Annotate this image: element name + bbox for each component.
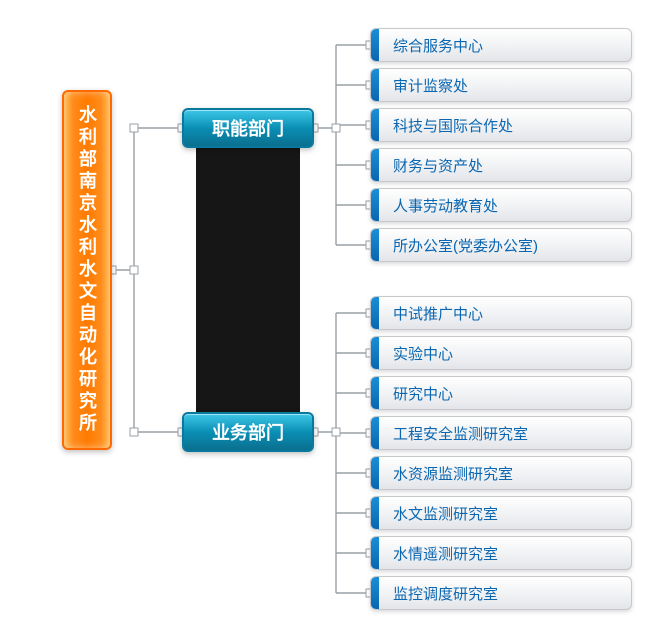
leaf-label: 人事劳动教育处 — [379, 195, 498, 216]
leaf-accent — [371, 497, 379, 529]
leaf-label: 监控调度研究室 — [379, 583, 498, 604]
leaf-accent — [371, 377, 379, 409]
category-business: 业务部门 — [182, 412, 314, 452]
root-node: 水利部南京水利水文自动化研究所 — [62, 90, 112, 450]
category-functional: 职能部门 — [182, 108, 314, 148]
category-label: 职能部门 — [212, 115, 284, 141]
leaf-label: 水资源监测研究室 — [379, 463, 513, 484]
leaf-label: 工程安全监测研究室 — [379, 423, 528, 444]
leaf-node: 实验中心 — [370, 336, 632, 370]
leaf-accent — [371, 417, 379, 449]
leaf-node: 水情遥测研究室 — [370, 536, 632, 570]
leaf-node: 人事劳动教育处 — [370, 188, 632, 222]
leaf-label: 所办公室(党委办公室) — [379, 235, 538, 256]
leaf-label: 水情遥测研究室 — [379, 543, 498, 564]
leaf-node: 工程安全监测研究室 — [370, 416, 632, 450]
leaf-accent — [371, 337, 379, 369]
leaf-node: 水文监测研究室 — [370, 496, 632, 530]
leaf-node: 监控调度研究室 — [370, 576, 632, 610]
leaf-accent — [371, 109, 379, 141]
dark-bar — [196, 146, 300, 414]
leaf-label: 实验中心 — [379, 343, 453, 364]
leaf-accent — [371, 189, 379, 221]
leaf-accent — [371, 149, 379, 181]
leaf-node: 财务与资产处 — [370, 148, 632, 182]
leaf-label: 中试推广中心 — [379, 303, 483, 324]
leaf-label: 审计监察处 — [379, 75, 468, 96]
leaf-accent — [371, 29, 379, 61]
leaf-node: 科技与国际合作处 — [370, 108, 632, 142]
root-label: 水利部南京水利水文自动化研究所 — [78, 105, 96, 435]
leaf-accent — [371, 577, 379, 609]
leaf-accent — [371, 297, 379, 329]
leaf-node: 审计监察处 — [370, 68, 632, 102]
leaf-accent — [371, 229, 379, 261]
leaf-node: 水资源监测研究室 — [370, 456, 632, 490]
leaf-node: 综合服务中心 — [370, 28, 632, 62]
leaf-node: 中试推广中心 — [370, 296, 632, 330]
leaf-label: 财务与资产处 — [379, 155, 483, 176]
leaf-label: 水文监测研究室 — [379, 503, 498, 524]
leaf-label: 科技与国际合作处 — [379, 115, 513, 136]
leaf-label: 研究中心 — [379, 383, 453, 404]
leaf-accent — [371, 457, 379, 489]
category-label: 业务部门 — [212, 419, 284, 445]
leaf-node: 研究中心 — [370, 376, 632, 410]
leaf-label: 综合服务中心 — [379, 35, 483, 56]
leaf-node: 所办公室(党委办公室) — [370, 228, 632, 262]
leaf-accent — [371, 537, 379, 569]
leaf-accent — [371, 69, 379, 101]
